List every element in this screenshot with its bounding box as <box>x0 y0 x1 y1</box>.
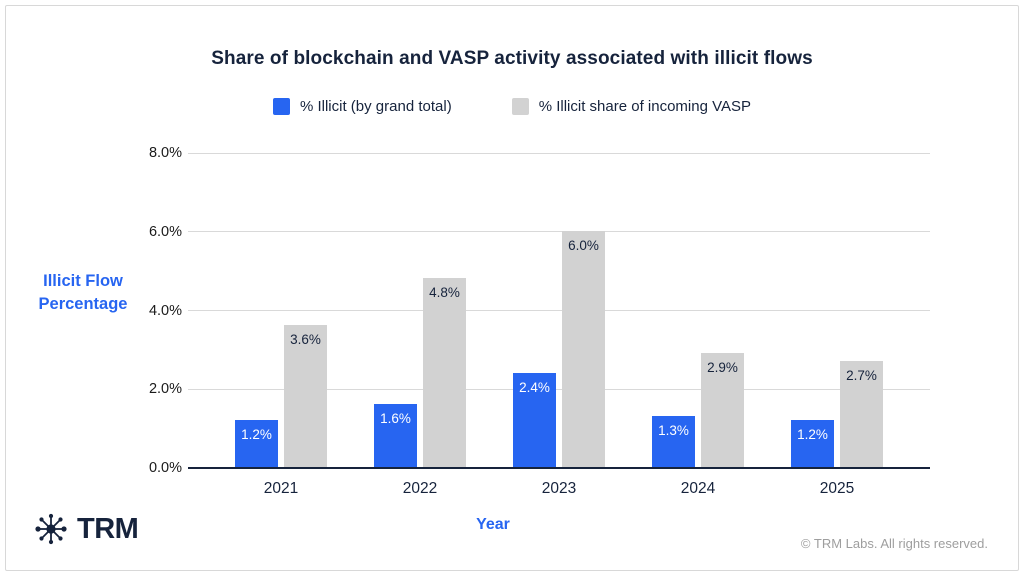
bar-value-label: 4.8% <box>429 285 460 300</box>
copyright-text: © TRM Labs. All rights reserved. <box>800 536 988 551</box>
legend-swatch-gray <box>511 98 529 115</box>
bar-value-label: 1.3% <box>658 422 689 438</box>
y-tick-label: 0.0% <box>148 460 182 476</box>
plot-area: 1.2% 3.6% 2021 1.6% 4.8% 2022 2.4% 6.0% 2023 1.3%… <box>188 152 930 497</box>
bar-illicit-grand-total-2023: 2.4% <box>513 372 556 467</box>
gridline <box>188 152 930 154</box>
bar-illicit-grand-total-2022: 1.6% <box>374 404 417 467</box>
x-tick-label: 2021 <box>263 480 299 497</box>
legend-label: % Illicit share of incoming VASP <box>538 98 752 115</box>
y-tick-label: 2.0% <box>148 381 182 398</box>
x-tick-label: 2023 <box>541 480 577 497</box>
legend-item-illicit-grand-total: % Illicit (by grand total) <box>272 98 452 115</box>
trm-logo-text: TRM <box>77 512 139 545</box>
bar-value-label: 6.0% <box>568 237 599 253</box>
bar-value-label: 2.4% <box>519 379 550 395</box>
bar-value-label: 1.2% <box>797 426 828 442</box>
x-axis-baseline <box>188 467 930 469</box>
bar-value-label: 2.9% <box>707 359 738 375</box>
x-tick-label: 2024 <box>680 480 716 497</box>
bar-illicit-incoming-vasp-2022: 4.8% <box>423 278 466 467</box>
bar-value-label: 1.6% <box>380 411 411 426</box>
legend: % Illicit (by grand total) % Illicit sha… <box>0 98 1024 115</box>
legend-item-illicit-incoming-vasp: % Illicit share of incoming VASP <box>511 98 752 115</box>
legend-label: % Illicit (by grand total) <box>299 98 452 115</box>
bar-illicit-incoming-vasp-2025: 2.7% <box>840 360 883 467</box>
chart-title: Share of blockchain and VASP activity as… <box>211 48 813 69</box>
network-asterisk-icon <box>35 513 67 545</box>
legend-swatch-blue <box>272 98 290 115</box>
y-tick-label: 8.0% <box>148 145 182 161</box>
bar-illicit-incoming-vasp-2023: 6.0% <box>562 230 605 467</box>
x-axis-title: Year <box>476 516 510 533</box>
y-tick-label: 6.0% <box>148 223 182 240</box>
bar-illicit-grand-total-2024: 1.3% <box>652 415 695 467</box>
bar-illicit-incoming-vasp-2024: 2.9% <box>701 352 744 467</box>
bar-value-label: 1.2% <box>241 426 272 442</box>
x-tick-label: 2025 <box>819 480 855 497</box>
x-tick-label: 2022 <box>402 480 438 497</box>
bar-value-label: 2.7% <box>846 367 877 383</box>
gridline <box>188 231 930 233</box>
bar-illicit-grand-total-2021: 1.2% <box>235 419 278 467</box>
y-tick-label: 4.0% <box>148 302 182 319</box>
bar-value-label: 3.6% <box>290 332 321 348</box>
bar-illicit-incoming-vasp-2021: 3.6% <box>284 325 327 467</box>
bar-illicit-grand-total-2025: 1.2% <box>791 419 834 467</box>
y-axis-tick-labels: 0.0% 2.0% 4.0% 6.0% 8.0% <box>104 145 182 476</box>
y-axis-title: Illicit Flow Percentage <box>38 272 128 313</box>
trm-logo: TRM <box>33 511 139 547</box>
gridline <box>188 388 930 390</box>
gridline <box>188 310 930 311</box>
